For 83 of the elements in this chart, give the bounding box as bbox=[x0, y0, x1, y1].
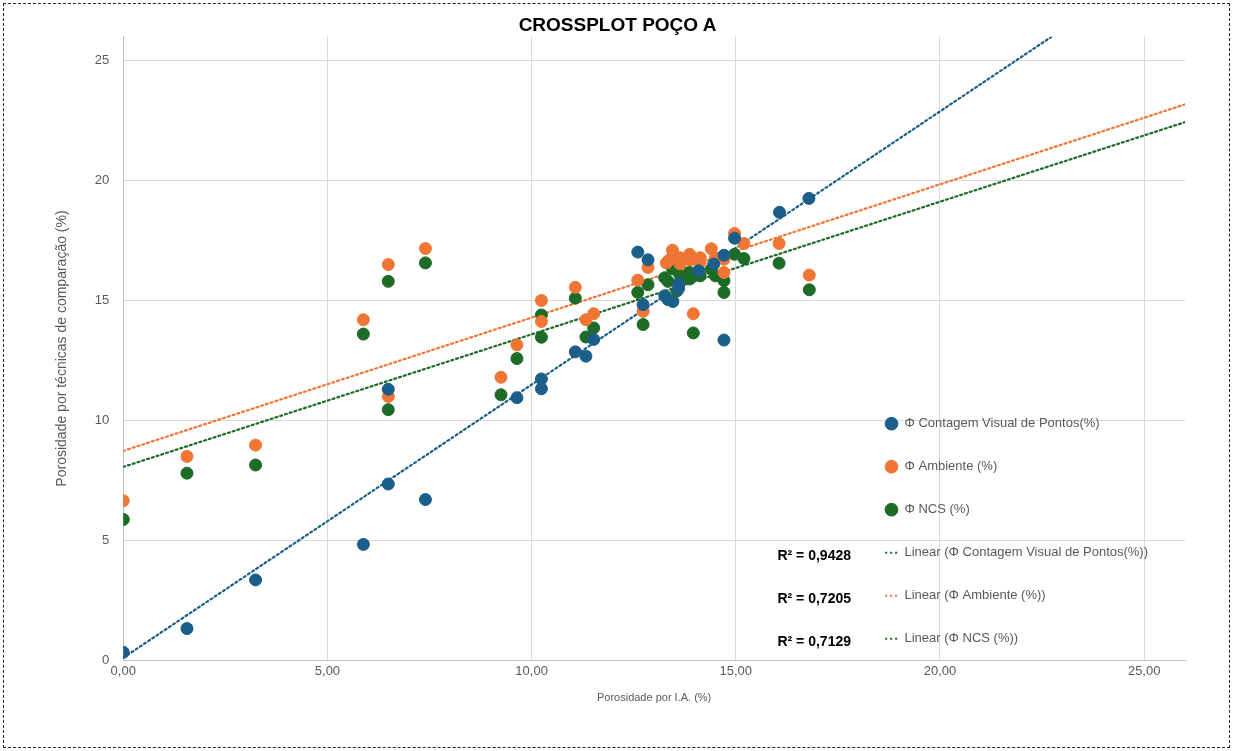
point bbox=[180, 622, 194, 636]
annotation: R² = 0,9428 bbox=[777, 546, 852, 563]
legend-label: Linear (Φ NCS (%)) bbox=[904, 630, 1019, 646]
point bbox=[802, 268, 816, 282]
point bbox=[773, 205, 786, 219]
x-tick-label: 0,00 bbox=[110, 662, 136, 678]
point bbox=[568, 345, 582, 359]
legend-label: Φ NCS (%) bbox=[904, 501, 970, 517]
y-tick-label: 5 bbox=[102, 531, 110, 547]
x-axis-title: Porosidade por I.A. (%) bbox=[596, 691, 712, 704]
point bbox=[510, 391, 524, 405]
legend-label: Φ Ambiente (%) bbox=[904, 458, 998, 474]
point bbox=[381, 274, 395, 288]
point bbox=[381, 258, 395, 272]
y-tick-label: 15 bbox=[94, 292, 110, 308]
point bbox=[494, 388, 508, 402]
point bbox=[568, 280, 582, 294]
point bbox=[249, 458, 263, 472]
point bbox=[686, 326, 700, 340]
point bbox=[686, 307, 700, 321]
point bbox=[418, 493, 432, 507]
y-axis-title: Porosidade por técnicas de comparação (%) bbox=[53, 210, 70, 487]
point bbox=[666, 295, 680, 309]
x-tick-label: 20,00 bbox=[923, 662, 957, 678]
point bbox=[494, 370, 508, 384]
x-tick-label: 15,00 bbox=[719, 662, 753, 678]
legend-label: Linear (Φ Contagem Visual de Pontos(%)) bbox=[904, 544, 1149, 560]
point bbox=[802, 191, 816, 205]
point bbox=[772, 256, 786, 270]
point bbox=[587, 307, 601, 321]
point bbox=[568, 291, 582, 305]
point bbox=[772, 236, 786, 250]
point bbox=[737, 236, 751, 250]
annotation: R² = 0,7205 bbox=[777, 589, 852, 606]
point bbox=[717, 333, 731, 347]
point bbox=[356, 537, 370, 551]
point bbox=[636, 318, 650, 332]
point bbox=[418, 242, 432, 256]
point bbox=[737, 252, 751, 266]
x-tick-label: 25,00 bbox=[1127, 662, 1161, 678]
point bbox=[587, 321, 601, 335]
point bbox=[381, 403, 395, 417]
point bbox=[356, 313, 370, 327]
point bbox=[717, 285, 731, 299]
legend-label: Φ Contagem Visual de Pontos(%) bbox=[904, 415, 1100, 431]
y-tick-label: 25 bbox=[94, 52, 110, 68]
y-tick-label: 20 bbox=[94, 172, 110, 188]
point bbox=[381, 477, 395, 491]
point bbox=[534, 330, 548, 344]
x-tick-label: 5,00 bbox=[314, 662, 341, 678]
point bbox=[717, 265, 731, 279]
point bbox=[249, 438, 263, 452]
point bbox=[579, 349, 593, 363]
point bbox=[666, 243, 680, 257]
point bbox=[728, 231, 742, 245]
point bbox=[418, 256, 432, 270]
point bbox=[641, 253, 655, 267]
point bbox=[707, 257, 721, 271]
point bbox=[510, 338, 524, 352]
y-tick-label: 0 bbox=[102, 651, 110, 667]
point bbox=[631, 273, 645, 287]
chart-title: CROSSPLOT POÇO A bbox=[518, 13, 717, 35]
x-tick-label: 10,00 bbox=[515, 662, 548, 678]
point bbox=[534, 294, 548, 308]
y-tick-label: 10 bbox=[94, 412, 110, 428]
point bbox=[249, 573, 263, 587]
point bbox=[717, 248, 731, 262]
point bbox=[631, 245, 645, 259]
point bbox=[587, 332, 601, 346]
point bbox=[636, 298, 650, 312]
point bbox=[534, 382, 548, 396]
point bbox=[180, 466, 194, 480]
point bbox=[631, 285, 645, 299]
point bbox=[510, 352, 524, 366]
point bbox=[381, 382, 395, 396]
point bbox=[356, 327, 370, 341]
point bbox=[802, 283, 816, 297]
point bbox=[641, 278, 655, 292]
annotation: R² = 0,7129 bbox=[777, 632, 852, 649]
point bbox=[180, 449, 194, 463]
legend-label: Linear (Φ Ambiente (%)) bbox=[904, 587, 1046, 603]
point bbox=[534, 314, 548, 328]
point bbox=[692, 264, 706, 278]
